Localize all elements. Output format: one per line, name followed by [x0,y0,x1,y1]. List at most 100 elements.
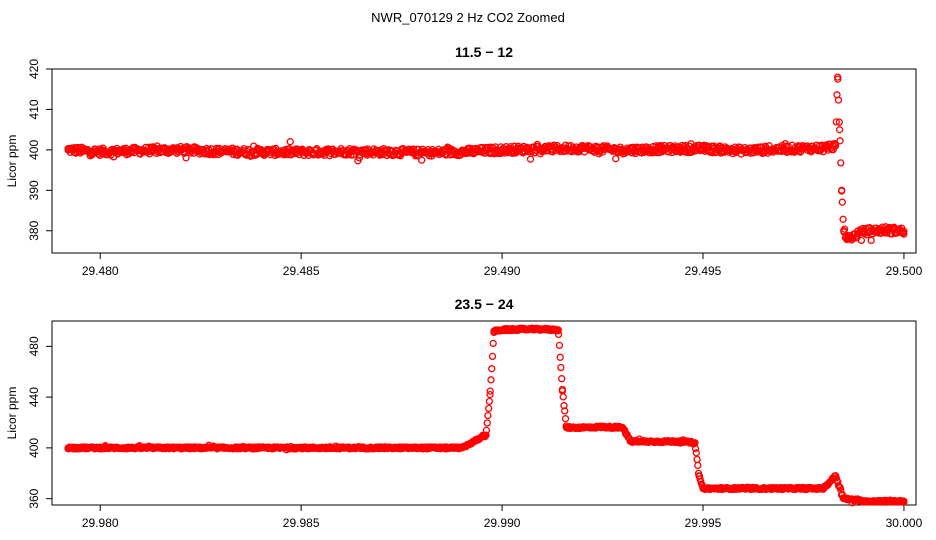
panel-1-data-point [834,96,843,104]
panel-1-x-tick-label: 29.495 [685,264,722,278]
panel-2-x-axis: 29.980 29.985 29.990 29.995 30.000 [82,505,923,530]
panel-2-data-point [96,444,104,452]
panel-1-points [64,73,908,245]
panel-1-data-point [64,146,72,154]
panel-2-data-point [485,397,494,406]
panel-1-title: 11.5 − 12 [455,44,513,60]
panel-2-data-point [561,415,570,423]
panel-1-x-axis: 29.480 29.485 29.490 29.495 29.500 [82,253,923,278]
panel-1-data-point [355,154,364,162]
panel-2-data-point [176,444,185,452]
panel-2-data-point [486,390,494,399]
panel-2-data-point [819,484,828,493]
panel-2-ylabel: Licor ppm [5,387,19,440]
panel-1-data-point [176,146,185,154]
panel-1-data-point [257,148,265,156]
panel-1-data-point [337,147,345,156]
figure-title: NWR_070129 2 Hz CO2 Zoomed [371,10,565,25]
chart-panel-2: 23.5 − 24 Licor ppm 29.980 29.985 29.990 29… [5,296,923,530]
panel-1-data-point [860,227,868,236]
panel-2-data-point [691,439,699,447]
panel-2-data-point [831,472,840,480]
panel-2-title: 23.5 − 24 [455,296,514,312]
panel-2-data-point [719,484,727,493]
panel-1-data-point [409,145,418,153]
panel-2-data-point [598,423,607,431]
panel-2-data-point [487,376,495,384]
panel-1-data-point [779,145,788,153]
panel-2-x-tick-label: 29.990 [484,516,521,530]
panel-1-data-point [418,149,426,157]
panel-2-data-point [498,326,506,334]
panel-2-data-point [900,497,908,505]
panel-2-data-point [739,484,747,493]
panel-2-data-point [555,341,564,350]
panel-1-data-point [699,145,707,153]
panel-1-data-point [880,226,888,234]
panel-2-data-point [554,330,563,339]
panel-2-data-point [659,437,667,446]
panel-1-data-point [136,147,145,155]
panel-1-data-point [833,73,842,81]
panel-2-data-point [377,444,386,452]
panel-2-data-point [297,444,305,452]
panel-2-data-point [486,387,494,395]
panel-1-data-point [498,146,506,154]
panel-2-data-point [840,495,848,503]
panel-1-data-point [418,156,426,164]
panel-2-data-point [483,419,491,427]
panel-1-data-point [857,236,866,245]
panel-1-data-point [286,138,294,146]
panel-2-data-point [458,444,466,452]
panel-2-data-point [779,484,788,493]
panel-2-x-tick-label: 29.980 [82,516,119,530]
panel-1-data-point [836,137,844,145]
panel-1-data-point [840,227,848,235]
panel-2-frame [51,320,917,506]
panel-2-data-point [618,423,627,432]
panel-2-data-point [217,444,225,452]
panel-2-data-point [136,444,145,452]
panel-2-x-tick-label: 29.985 [283,516,320,530]
panel-1-data-point [844,235,852,243]
panel-1-data-point [900,230,908,238]
panel-2-y-tick-label: 480 [27,336,41,356]
panel-2-data-point [639,437,647,446]
panel-1-data-point [96,148,104,156]
panel-1-data-point [739,147,747,155]
panel-2-data-point [557,363,565,372]
panel-2-data-point [880,497,888,505]
panel-2-data-point [337,444,345,452]
panel-2-data-point [558,385,567,394]
panel-2-data-point [257,444,265,452]
panel-1-data-point [578,144,587,152]
panel-1-data-point [297,148,305,156]
panel-1-data-point [618,146,627,154]
panel-1-data-point [377,148,386,156]
panel-2-data-point [679,437,687,446]
panel-1-data-point [458,148,466,156]
panel-2-data-point [694,461,702,470]
panel-1-data-point [538,145,546,153]
panel-1-x-tick-label: 29.500 [886,264,923,278]
panel-2-data-point [558,375,566,383]
panel-2-y-axis: 360 400 440 480 [27,336,52,509]
panel-1-y-tick-label: 420 [27,59,41,79]
panel-1-data-point [838,198,846,206]
panel-2-data-point [485,404,493,413]
panel-2-data-point [627,437,635,446]
panel-1-data-point [217,147,225,156]
panel-2-x-tick-label: 30.000 [886,516,923,530]
panel-2-data-point [488,352,497,361]
panel-2-data-point [488,365,496,373]
panel-2-data-point [64,444,72,452]
panel-2-data-point [554,326,562,334]
panel-2-y-tick-label: 440 [27,387,41,407]
panel-1-y-axis: 380 390 400 410 420 [27,59,52,241]
panel-1-data-point [832,118,840,126]
panel-1-data-point [659,145,667,153]
panel-1-x-tick-label: 29.485 [283,264,320,278]
panel-2-data-point [699,484,707,493]
panel-1-data-point [182,154,190,162]
